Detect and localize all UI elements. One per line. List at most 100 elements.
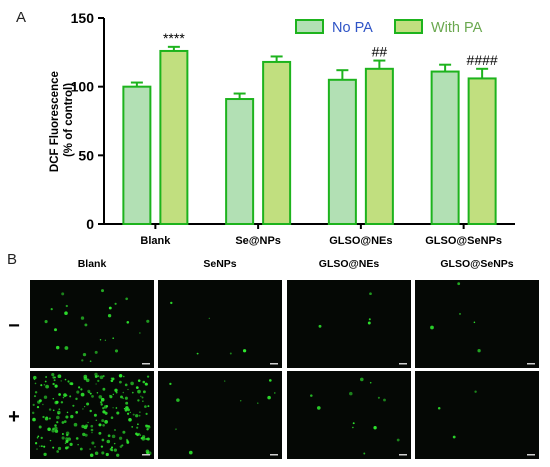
fluorescent-dot — [57, 446, 62, 451]
fluorescent-dot — [118, 373, 123, 378]
x-tick-label: GLSO@SeNPs — [425, 235, 502, 247]
fluorescent-dot — [147, 425, 150, 428]
fluorescent-dot — [267, 395, 271, 400]
fluorescent-dot — [83, 425, 88, 430]
fluorescent-dot — [94, 445, 96, 448]
fluorescent-dot — [58, 408, 61, 411]
fluorescent-dot — [169, 382, 172, 386]
fluorescent-dot — [141, 396, 144, 399]
y-axis-label-line-1: DCF Fluorescence — [49, 71, 61, 172]
fluorescent-dot — [52, 376, 55, 379]
fluorescent-dot — [135, 414, 139, 418]
fluorescent-dot — [94, 451, 99, 456]
fluorescent-dot — [56, 421, 59, 424]
fluorescent-dot — [79, 447, 83, 451]
fluorescent-dot — [97, 375, 100, 378]
fluorescent-dot — [113, 442, 116, 445]
fluorescent-dot — [72, 404, 75, 407]
y-tick-label: 150 — [71, 10, 95, 26]
fluorescent-dot — [53, 379, 56, 382]
fluorescent-dot — [54, 426, 58, 431]
fluorescent-dot — [112, 393, 114, 396]
fluorescent-dot — [108, 306, 112, 310]
scale-bar — [142, 363, 150, 365]
x-tick-label: GLSO@NEs — [329, 235, 392, 247]
fluorescent-dot — [268, 379, 272, 382]
micrograph-column-label: SeNPs — [203, 258, 236, 270]
fluorescent-dot — [114, 388, 118, 392]
fluorescent-dot — [145, 412, 148, 416]
fluorescent-dot — [368, 318, 371, 321]
scale-bar — [527, 363, 535, 365]
fluorescent-dot — [138, 414, 141, 417]
fluorescent-dot — [105, 405, 109, 408]
fluorescent-dot — [369, 381, 372, 384]
fluorescent-dot — [43, 452, 47, 457]
fluorescent-dot — [107, 314, 112, 318]
fluorescent-dot — [56, 450, 60, 453]
fluorescent-dot — [142, 380, 146, 384]
scale-bar — [399, 363, 407, 365]
fluorescent-dot — [64, 378, 67, 381]
fluorescent-dot — [65, 439, 69, 443]
fluorescent-dot — [33, 395, 37, 398]
fluorescent-dot — [99, 339, 102, 341]
fluorescent-dot — [102, 410, 106, 414]
fluorescent-dot — [110, 416, 114, 419]
fluorescent-dot — [114, 429, 116, 431]
fluorescent-dot — [126, 412, 130, 415]
fluorescent-dot — [99, 401, 103, 404]
fluorescent-dot — [65, 304, 68, 308]
bar-chart: DCF Fluorescence (% of control) 0 50 100 15… — [49, 10, 515, 247]
micrograph-image — [287, 280, 411, 368]
fluorescent-dot — [91, 431, 93, 434]
fluorescent-dot — [45, 384, 49, 389]
fluorescent-dot — [61, 421, 65, 424]
fluorescent-dot — [82, 432, 86, 437]
fluorescent-dot — [84, 323, 88, 327]
fluorescent-dot — [473, 321, 476, 324]
micrograph-image — [415, 371, 539, 459]
fluorescent-dot — [100, 445, 104, 448]
fluorescent-dot — [124, 408, 128, 412]
fluorescent-dot — [123, 408, 126, 410]
fluorescent-dot — [52, 382, 55, 386]
fluorescent-dot — [119, 380, 122, 384]
fluorescent-dot — [132, 413, 135, 416]
fluorescent-dot — [125, 297, 129, 301]
fluorescent-dot — [140, 395, 142, 397]
fluorescent-dot — [124, 396, 128, 400]
x-axis: Blank Se@NPs GLSO@NEs GLSO@SeNPs — [104, 223, 515, 247]
fluorescent-dot — [34, 442, 38, 445]
fluorescent-dot — [89, 409, 92, 413]
fluorescent-dot — [73, 422, 78, 427]
fluorescent-dot — [91, 395, 94, 398]
fluorescent-dot — [70, 382, 74, 386]
fluorescent-dot — [94, 350, 98, 354]
fluorescent-dot — [224, 380, 226, 382]
fluorescent-dot — [100, 403, 103, 406]
fluorescent-dot — [81, 359, 84, 362]
micrograph-panel: Blank SeNPs GLSO@NEs GLSO@SeNPs − + — [8, 258, 539, 459]
legend-label: No PA — [332, 20, 373, 36]
fluorescent-dot — [128, 418, 132, 422]
fluorescent-dot — [146, 428, 149, 431]
legend: No PA With PA — [295, 19, 483, 36]
fluorescent-dot — [118, 436, 123, 440]
fluorescent-dot — [91, 441, 95, 445]
fluorescent-dot — [37, 400, 41, 404]
significance-label: #### — [467, 52, 498, 68]
bar — [122, 85, 152, 225]
fluorescent-dot — [36, 437, 39, 439]
fluorescent-dot — [49, 439, 52, 442]
micrograph-image — [287, 371, 411, 459]
fluorescent-dot — [147, 405, 150, 408]
fluorescent-dot — [101, 419, 105, 423]
significance-label: ## — [372, 44, 388, 60]
fluorescent-dot — [69, 395, 72, 398]
fluorescent-dot — [99, 375, 104, 380]
fluorescent-dot — [86, 402, 90, 406]
fluorescent-dot — [229, 352, 232, 355]
micrograph-image — [158, 280, 282, 368]
fluorescent-dot — [54, 429, 59, 433]
